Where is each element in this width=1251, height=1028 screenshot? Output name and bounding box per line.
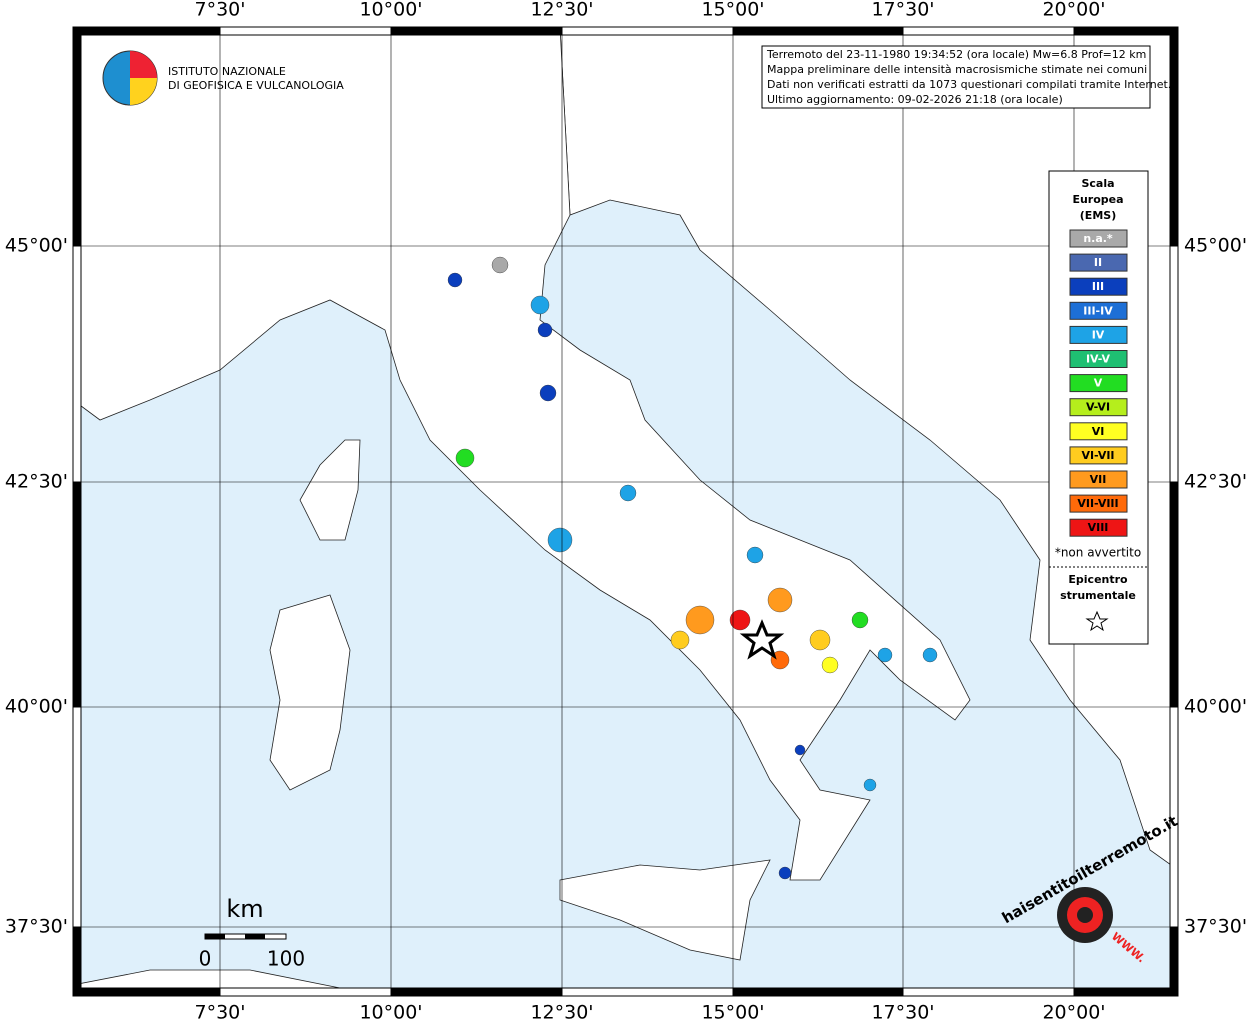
border-segment <box>390 26 563 36</box>
legend-label: IV <box>1092 328 1105 341</box>
legend-label: VI <box>1092 425 1105 438</box>
longitude-label: 10°00' <box>359 1002 422 1024</box>
legend-swatch <box>1069 422 1128 441</box>
site-logo <box>1077 907 1093 923</box>
legend-swatch <box>1069 350 1128 368</box>
legend-label: V-VI <box>1086 401 1110 414</box>
border-segment <box>732 987 904 997</box>
latitude-label: 45°00' <box>5 235 68 257</box>
border-segment <box>72 26 221 36</box>
longitude-label: 15°00' <box>701 1002 764 1024</box>
latitude-label: 40°00' <box>5 696 68 718</box>
latitude-label: 40°00' <box>1184 696 1247 718</box>
border-segment <box>72 481 82 708</box>
legend-label: II <box>1094 256 1102 269</box>
scale-bar <box>205 934 225 939</box>
legend-label: V <box>1094 377 1103 390</box>
border-segment <box>72 26 82 247</box>
scale-label: 0 <box>199 947 212 971</box>
felt-areas <box>447 256 938 880</box>
border-segment <box>1169 926 1179 997</box>
longitude-label: 17°30' <box>871 0 934 21</box>
institute-line: DI GEOFISICA E VULCANOLOGIA <box>168 79 344 92</box>
legend-swatch <box>1069 253 1128 272</box>
legend-swatch <box>1069 398 1128 417</box>
longitude-label: 10°00' <box>359 0 422 21</box>
latitude-label: 37°30' <box>1184 916 1247 938</box>
border-segment <box>72 926 82 997</box>
legend-swatch <box>1069 325 1128 344</box>
legend-title: (EMS) <box>1080 209 1116 222</box>
longitude-label: 12°30' <box>530 0 593 21</box>
legend-swatch <box>1069 446 1128 465</box>
legend-label: VI-VII <box>1081 449 1114 462</box>
longitude-label: 17°30' <box>871 1002 934 1024</box>
legend-swatch <box>1069 229 1128 248</box>
longitude-label: 20°00' <box>1042 1002 1105 1024</box>
border-segment <box>732 26 904 36</box>
border-segment <box>219 26 392 36</box>
border-segment <box>1073 987 1179 997</box>
scale-unit: km <box>226 895 263 923</box>
legend-label: VII <box>1090 473 1107 486</box>
info-line: Mappa preliminare delle intensità macros… <box>767 63 1147 76</box>
legend-swatch <box>1069 518 1128 537</box>
legend-star <box>1085 610 1109 632</box>
border-segment <box>219 987 392 997</box>
info-box <box>761 45 1151 109</box>
legend-note: *non avvertito <box>1055 546 1141 560</box>
legend-swatch <box>1069 374 1128 393</box>
legend-swatch <box>1069 301 1128 320</box>
ingv-logo-segment <box>130 51 157 78</box>
legend-label: III <box>1092 280 1104 293</box>
longitude-label: 15°00' <box>701 0 764 21</box>
longitude-label: 7°30' <box>195 0 246 21</box>
border-segment <box>1169 26 1179 247</box>
latitude-label: 45°00' <box>1184 235 1247 257</box>
latitude-label: 37°30' <box>5 916 68 938</box>
legend-label: VIII <box>1088 521 1109 534</box>
border-segment <box>902 987 1075 997</box>
legend-swatch <box>1069 277 1128 296</box>
latitude-label: 42°30' <box>5 471 68 493</box>
scale-bar <box>245 934 265 939</box>
scale-label: 100 <box>267 947 305 971</box>
legend-epicenter: strumentale <box>1060 589 1136 602</box>
border-segment <box>1073 26 1179 36</box>
latitude-label: 42°30' <box>1184 471 1247 493</box>
legend-swatch <box>1069 494 1128 513</box>
ingv-logo-segment <box>130 78 157 105</box>
info-line: Ultimo aggiornamento: 09-02-2026 21:18 (… <box>767 93 1063 106</box>
border-segment <box>561 987 734 997</box>
border-segment <box>1169 481 1179 708</box>
longitude-label: 7°30' <box>195 1002 246 1024</box>
longitude-label: 20°00' <box>1042 0 1105 21</box>
legend-epicenter: Epicentro <box>1068 573 1128 586</box>
longitude-label: 12°30' <box>530 1002 593 1024</box>
legend-title: Europea <box>1072 193 1123 206</box>
legend-swatch <box>1069 470 1128 489</box>
legend-title: Scala <box>1081 177 1114 190</box>
border-segment <box>561 26 734 36</box>
border-segment <box>390 987 563 997</box>
border-segment <box>72 987 221 997</box>
info-line: Dati non verificati estratti da 1073 que… <box>767 78 1171 91</box>
border-segment <box>72 706 82 928</box>
legend-label: VII-VIII <box>1077 497 1118 510</box>
border-segment <box>1169 245 1179 483</box>
institute-line: ISTITUTO NAZIONALE <box>168 65 286 78</box>
legend-label: IV-V <box>1086 353 1111 366</box>
epicenter-star <box>739 619 785 660</box>
border-segment <box>902 26 1075 36</box>
legend-label: III-IV <box>1083 304 1113 317</box>
info-line: Terremoto del 23-11-1980 19:34:52 (ora l… <box>766 48 1146 61</box>
legend-label: n.a.* <box>1083 232 1113 245</box>
border-segment <box>72 245 82 483</box>
land <box>72 26 1179 997</box>
